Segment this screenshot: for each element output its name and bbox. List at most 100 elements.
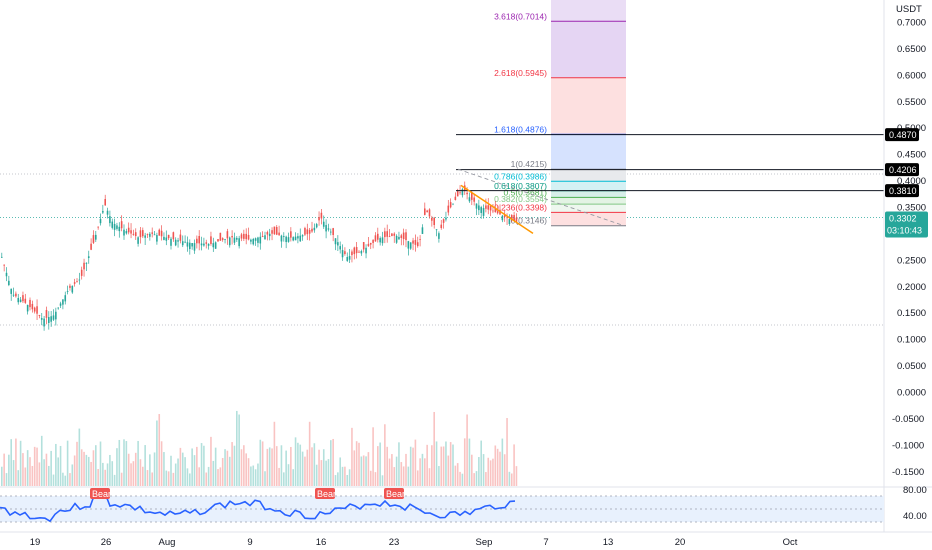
candle[interactable] <box>165 237 168 241</box>
candle[interactable] <box>393 233 396 236</box>
candle[interactable] <box>10 288 12 294</box>
candle[interactable] <box>369 242 372 245</box>
candle[interactable] <box>12 294 15 296</box>
candle[interactable] <box>250 239 252 242</box>
candle[interactable] <box>203 243 205 246</box>
candle[interactable] <box>501 215 504 221</box>
candle[interactable] <box>19 299 22 302</box>
candle[interactable] <box>151 232 153 234</box>
candle[interactable] <box>461 189 464 196</box>
candle[interactable] <box>266 232 269 235</box>
candle[interactable] <box>318 217 320 221</box>
candle[interactable] <box>15 293 17 297</box>
candle[interactable] <box>76 281 78 283</box>
candle[interactable] <box>426 210 428 213</box>
candle[interactable] <box>402 232 405 240</box>
candle[interactable] <box>315 224 318 228</box>
candle[interactable] <box>381 237 384 244</box>
candle[interactable] <box>297 236 299 239</box>
candle[interactable] <box>367 243 370 247</box>
candle[interactable] <box>449 202 452 208</box>
candle[interactable] <box>66 291 69 292</box>
fibonacci-extension[interactable]: 3.618(0.7014) 2.618(0.5945) 1.618(0.4876) 1… <box>494 0 626 227</box>
candle[interactable] <box>167 234 170 239</box>
candle[interactable] <box>36 306 38 314</box>
candle[interactable] <box>64 295 67 302</box>
candle[interactable] <box>280 235 283 242</box>
candle[interactable] <box>156 235 158 242</box>
candle[interactable] <box>116 225 118 229</box>
candle[interactable] <box>339 246 341 250</box>
candle[interactable] <box>224 239 226 240</box>
trend-line[interactable] <box>460 184 534 235</box>
candle[interactable] <box>435 229 438 231</box>
candle[interactable] <box>106 210 109 215</box>
candle[interactable] <box>294 236 297 241</box>
candle[interactable] <box>351 251 353 256</box>
candle[interactable] <box>261 235 264 237</box>
candle[interactable] <box>144 235 146 238</box>
candle[interactable] <box>92 235 95 243</box>
candle[interactable] <box>445 217 447 220</box>
candle[interactable] <box>304 227 306 235</box>
candle[interactable] <box>40 318 43 320</box>
candle[interactable] <box>158 229 161 236</box>
candle[interactable] <box>459 192 461 194</box>
bear-signal-tag[interactable] <box>384 488 404 499</box>
candle[interactable] <box>478 205 480 211</box>
candle[interactable] <box>252 238 255 245</box>
candle[interactable] <box>398 236 400 240</box>
candle[interactable] <box>29 299 31 308</box>
candle[interactable] <box>414 239 417 245</box>
candle[interactable] <box>332 228 334 235</box>
candle[interactable] <box>301 235 304 237</box>
candle[interactable] <box>290 231 292 238</box>
candle[interactable] <box>104 199 106 206</box>
candle[interactable] <box>355 247 358 254</box>
price-pane[interactable]: 3.618(0.7014) 2.618(0.5945) 1.618(0.4876) 1… <box>0 0 884 486</box>
candle[interactable] <box>62 299 64 305</box>
candle[interactable] <box>344 251 346 255</box>
candle[interactable] <box>313 227 316 231</box>
candle[interactable] <box>480 207 482 213</box>
candle[interactable] <box>273 226 276 235</box>
candle[interactable] <box>433 217 435 226</box>
candle[interactable] <box>283 236 285 237</box>
candle[interactable] <box>137 237 139 244</box>
candle[interactable] <box>259 236 262 244</box>
candle[interactable] <box>48 317 50 323</box>
candle[interactable] <box>83 262 85 270</box>
candle[interactable] <box>419 239 421 240</box>
candle[interactable] <box>109 216 111 224</box>
candle[interactable] <box>219 232 222 241</box>
candle[interactable] <box>379 238 381 243</box>
candle[interactable] <box>466 192 468 195</box>
candlestick-series[interactable] <box>1 181 518 331</box>
candle[interactable] <box>496 211 499 214</box>
candle[interactable] <box>377 233 379 240</box>
candle[interactable] <box>198 235 200 244</box>
candle[interactable] <box>245 233 247 240</box>
candle[interactable] <box>341 250 344 258</box>
candle[interactable] <box>320 212 323 219</box>
candle[interactable] <box>471 192 473 200</box>
candle[interactable] <box>22 295 24 302</box>
candle[interactable] <box>210 236 212 244</box>
fib-baseline[interactable] <box>457 168 625 227</box>
drawings[interactable] <box>456 134 884 235</box>
candle[interactable] <box>55 311 57 320</box>
candle[interactable] <box>142 230 144 237</box>
candle[interactable] <box>170 238 172 246</box>
candle[interactable] <box>257 237 259 243</box>
candle[interactable] <box>181 241 184 246</box>
price-tag[interactable] <box>885 128 919 142</box>
candle[interactable] <box>510 214 513 220</box>
candle[interactable] <box>365 247 367 254</box>
candle[interactable] <box>26 304 29 312</box>
candle[interactable] <box>391 233 393 237</box>
candle[interactable] <box>113 223 116 230</box>
candle[interactable] <box>360 251 363 254</box>
rsi-line[interactable] <box>0 492 516 523</box>
candle[interactable] <box>431 217 433 221</box>
bear-signal-tag[interactable] <box>90 488 110 499</box>
